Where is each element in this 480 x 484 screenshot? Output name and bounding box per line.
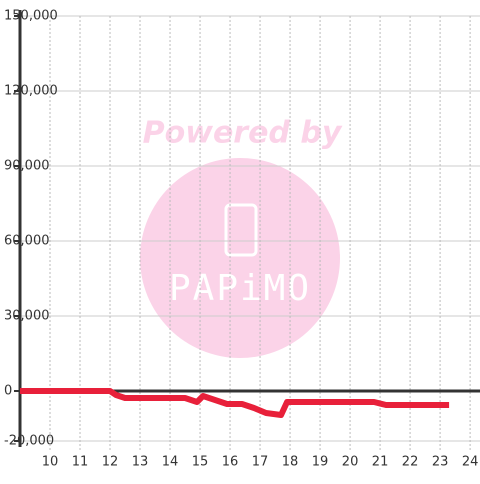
- y-tick-label: 30,000: [4, 309, 50, 324]
- x-tick-label: 14: [162, 455, 179, 470]
- x-tick-label: 24: [462, 455, 479, 470]
- x-tick-label: 10: [42, 455, 59, 470]
- y-tick-label: 60,000: [4, 234, 50, 249]
- y-tick-label: -20,000: [4, 434, 54, 449]
- x-tick-label: 21: [372, 455, 389, 470]
- y-tick-label: 90,000: [4, 159, 50, 174]
- watermark-text: Powered by: [143, 116, 343, 151]
- x-tick-label: 16: [222, 455, 239, 470]
- x-tick-label: 22: [402, 455, 419, 470]
- line: [20, 388, 450, 418]
- watermark-phone: [224, 203, 258, 257]
- x-tick-label: 11: [72, 455, 89, 470]
- x-tick-label: 18: [282, 455, 299, 470]
- x-tick-label: 15: [192, 455, 209, 470]
- watermark-logo: PAPiMO: [169, 268, 311, 309]
- y-tick-label: 0: [4, 384, 12, 399]
- x-tick-label: 23: [432, 455, 449, 470]
- x-tick-label: 12: [102, 455, 119, 470]
- x-tick-label: 17: [252, 455, 269, 470]
- x-tick-label: 20: [342, 455, 359, 470]
- x-tick-label: 19: [312, 455, 329, 470]
- x-tick-label: 13: [132, 455, 149, 470]
- y-tick-label: 120,000: [4, 84, 58, 99]
- y-tick-label: 150,000: [4, 9, 58, 24]
